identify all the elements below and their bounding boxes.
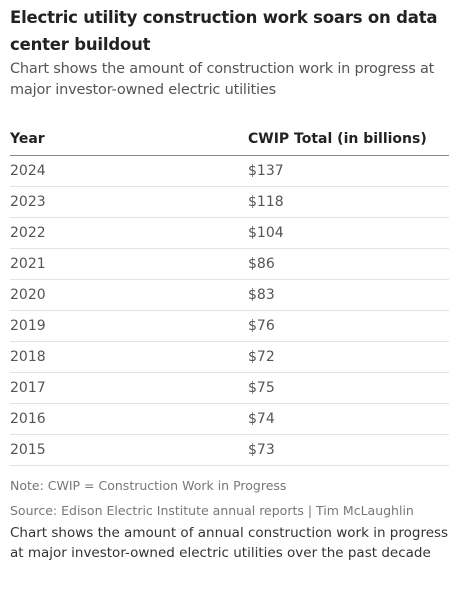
value-cell: $75 <box>248 372 449 404</box>
table-body: 2024 $137 2023 $118 2022 $104 2021 $86 2020 $83 20… <box>10 155 449 466</box>
value-cell: $137 <box>248 155 449 187</box>
year-cell: 2019 <box>10 310 248 342</box>
value-cell: $118 <box>248 186 449 218</box>
table-row: 2024 $137 <box>10 155 449 187</box>
table-row: 2023 $118 <box>10 186 449 218</box>
table-row: 2022 $104 <box>10 217 449 249</box>
year-cell: 2015 <box>10 434 248 466</box>
year-cell: 2023 <box>10 186 248 218</box>
year-cell: 2022 <box>10 217 248 249</box>
description: Chart shows the amount of annual constru… <box>10 525 449 561</box>
graphic: Electric utility construction work soars… <box>10 8 449 561</box>
value-cell: $72 <box>248 341 449 373</box>
column-header: Year <box>10 125 248 156</box>
year-cell: 2021 <box>10 248 248 280</box>
value-cell: $76 <box>248 310 449 342</box>
note: Note: CWIP = Construction Work in Progre… <box>10 478 287 493</box>
table-row: 2017 $75 <box>10 372 449 404</box>
value-cell: $74 <box>248 403 449 435</box>
value-cell: $83 <box>248 279 449 311</box>
title: Electric utility construction work soars… <box>10 8 438 54</box>
table-row: 2021 $86 <box>10 248 449 280</box>
table-row: 2019 $76 <box>10 310 449 342</box>
column-header: CWIP Total (in billions) <box>248 125 449 156</box>
year-cell: 2016 <box>10 403 248 435</box>
subtitle: Chart shows the amount of construction w… <box>10 61 435 98</box>
year-cell: 2020 <box>10 279 248 311</box>
table-row: 2016 $74 <box>10 403 449 435</box>
value-cell: $86 <box>248 248 449 280</box>
value-cell: $104 <box>248 217 449 249</box>
header-row: Year CWIP Total (in billions) <box>10 125 449 156</box>
year-cell: 2018 <box>10 341 248 373</box>
source: Source: Edison Electric Institute annual… <box>10 503 414 518</box>
table-row: 2018 $72 <box>10 341 449 373</box>
table-row: 2020 $83 <box>10 279 449 311</box>
value-cell: $73 <box>248 434 449 466</box>
year-cell: 2024 <box>10 155 248 187</box>
table-row: 2015 $73 <box>10 434 449 466</box>
year-cell: 2017 <box>10 372 248 404</box>
data-table: Year CWIP Total (in billions) 2024 $137 20… <box>10 125 449 466</box>
